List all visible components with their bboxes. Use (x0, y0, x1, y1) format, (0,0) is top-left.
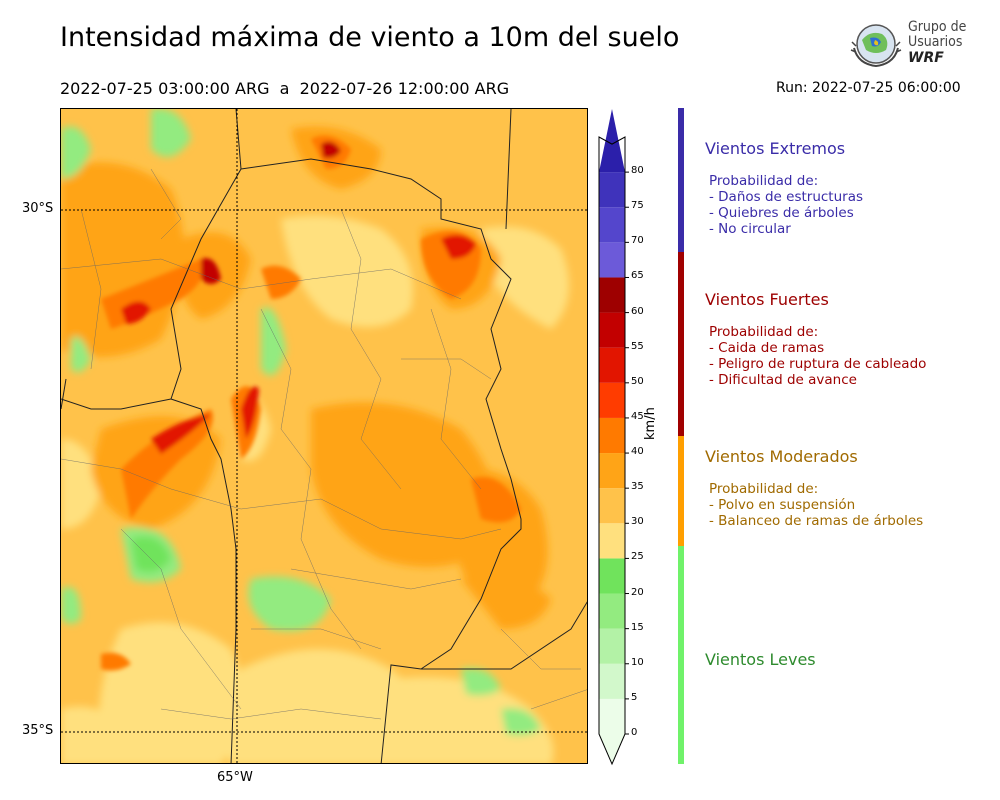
colorbar-segment (599, 382, 625, 418)
colorbar-segment (599, 453, 625, 489)
colorbar-segment (599, 417, 625, 454)
colorbar-segment (599, 207, 625, 243)
cat-extremos-title: Vientos Extremos (705, 139, 846, 158)
colorbar-segment (599, 523, 625, 559)
lon-label-65w: 65°W (217, 770, 253, 785)
cat-moderados-item: - Balanceo de ramas de árboles (709, 513, 924, 529)
logo-text-line2: Usuarios (908, 34, 963, 50)
cat-moderados-item: - Polvo en suspensión (709, 497, 856, 513)
cat-extremos-item: - No circular (709, 221, 791, 237)
colorbar-tick-label: 15 (631, 621, 644, 633)
globe-logo-icon (850, 24, 902, 68)
colorbar-unit: km/h (643, 407, 658, 440)
band-moderados (678, 436, 684, 546)
colorbar-segment (599, 628, 625, 664)
cat-fuertes-item: - Caida de ramas (709, 340, 825, 356)
cat-extremos-item: - Daños de estructuras (709, 189, 864, 205)
cat-extremos-desc: Probabilidad de: - Daños de estructuras … (709, 173, 863, 237)
cat-extremos-subtitle: Probabilidad de: (709, 173, 819, 189)
colorbar-tick-label: 25 (631, 551, 644, 563)
colorbar-segment (599, 172, 625, 208)
colorbar-segment (599, 312, 625, 348)
map-title: Intensidad máxima de viento a 10m del su… (60, 22, 680, 53)
colorbar-tick-label: 80 (631, 165, 644, 177)
logo-text-line1: Grupo de (908, 19, 967, 35)
colorbar-tick-label: 55 (631, 340, 644, 352)
colorbar-segment (599, 663, 625, 699)
colorbar-segment (599, 734, 625, 764)
colorbar-tick-label: 30 (631, 516, 644, 528)
cat-fuertes-item: - Dificultad de avance (709, 372, 857, 388)
colorbar-tick-label: 75 (631, 200, 644, 212)
wind-field (61, 109, 587, 763)
colorbar-tick-label: 5 (631, 691, 638, 703)
lat-label-35s: 35°S (22, 723, 54, 738)
cat-fuertes-title: Vientos Fuertes (705, 290, 829, 309)
colorbar-tick-label: 10 (631, 656, 644, 668)
colorbar-tick-label: 60 (631, 305, 644, 317)
colorbar-segment (599, 347, 625, 383)
cat-moderados-desc: Probabilidad de: - Polvo en suspensión -… (709, 481, 923, 529)
lat-label-30s: 30°S (22, 201, 54, 216)
logo-text-line3: WRF (908, 50, 944, 66)
wrf-logo: Grupo de Usuarios WRF (848, 18, 978, 72)
colorbar-tick-label: 0 (631, 727, 638, 738)
colorbar-segment (599, 558, 625, 594)
cat-fuertes-subtitle: Probabilidad de: (709, 324, 819, 340)
cat-extremos-item: - Quiebres de árboles (709, 205, 854, 221)
forecast-period: 2022-07-25 03:00:00 ARG a 2022-07-26 12:… (60, 79, 510, 98)
cat-leves-title: Vientos Leves (705, 650, 816, 669)
colorbar-segment (599, 277, 625, 313)
cat-fuertes-desc: Probabilidad de: - Caida de ramas - Peli… (709, 324, 926, 388)
colorbar (598, 109, 629, 766)
colorbar-tick-label: 45 (631, 410, 644, 422)
colorbar-segment (599, 698, 625, 734)
colorbar-tick-label: 70 (631, 235, 644, 247)
cat-moderados-title: Vientos Moderados (705, 447, 858, 466)
band-extremos (678, 108, 684, 252)
band-fuertes (678, 252, 684, 436)
colorbar-tick-label: 65 (631, 270, 644, 282)
colorbar-tick-label: 40 (631, 446, 644, 458)
cat-fuertes-item: - Peligro de ruptura de cableado (709, 356, 927, 372)
band-leves (678, 546, 684, 764)
colorbar-segment (599, 488, 625, 524)
cat-moderados-subtitle: Probabilidad de: (709, 481, 819, 497)
run-time: Run: 2022-07-25 06:00:00 (776, 80, 961, 96)
wind-map (60, 108, 588, 764)
colorbar-segment (599, 593, 625, 629)
colorbar-segment (599, 242, 625, 278)
colorbar-tick-label: 35 (631, 481, 644, 493)
colorbar-tick-label: 50 (631, 375, 644, 387)
colorbar-segment (599, 109, 625, 173)
colorbar-tick-label: 20 (631, 586, 644, 598)
